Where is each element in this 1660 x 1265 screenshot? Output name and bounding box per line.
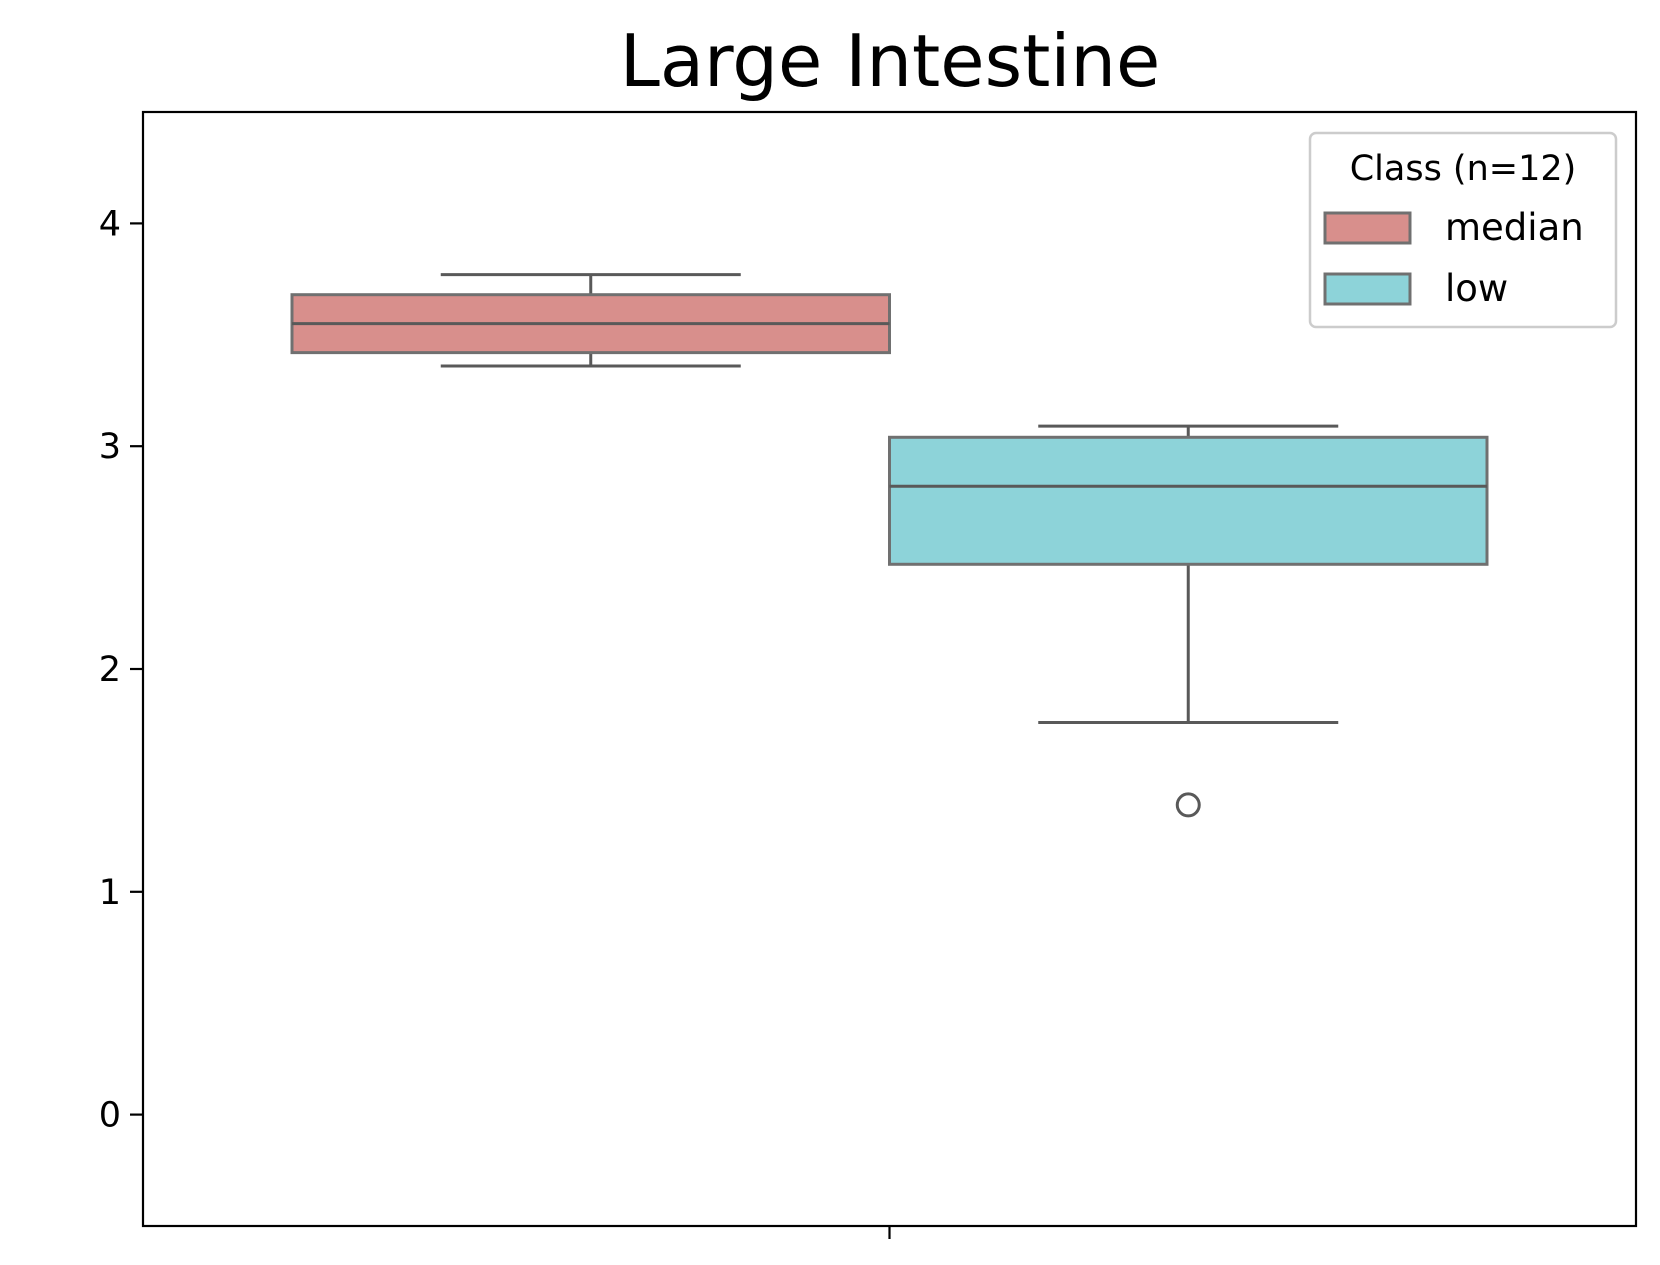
legend: Class (n=12) median low (1308, 131, 1618, 329)
legend-swatch-median (1323, 211, 1412, 245)
legend-title: Class (n=12) (1350, 149, 1577, 189)
chart-title: Large Intestine (620, 19, 1161, 103)
box-plot-area (290, 273, 1489, 818)
legend-label-low: low (1445, 267, 1508, 310)
y-tick-label: 3 (99, 427, 121, 467)
y-tick-label: 2 (99, 650, 121, 690)
outlier-point (1175, 792, 1201, 818)
y-tick-label: 0 (99, 1096, 121, 1136)
y-axis: 0 1 2 3 4 (99, 204, 143, 1136)
y-tick-label: 1 (99, 873, 121, 913)
legend-swatch-low (1323, 272, 1412, 306)
y-tick-label: 4 (99, 204, 121, 244)
box-median (290, 273, 891, 368)
iqr-box (888, 435, 1489, 566)
box-low (888, 424, 1489, 818)
legend-label-median: median (1445, 206, 1584, 249)
